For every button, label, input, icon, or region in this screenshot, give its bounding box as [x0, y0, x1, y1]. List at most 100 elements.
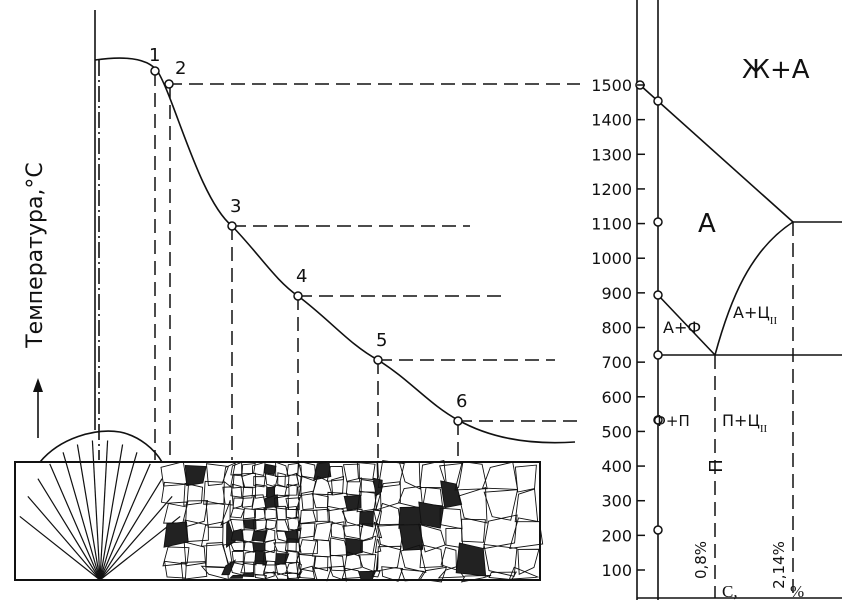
phase-diagram: Ж+А А А+Ф А+ЦII Ф+П П+ЦII П 0,8% 2,14% [635, 0, 842, 600]
grain [230, 507, 245, 519]
grain [509, 517, 544, 549]
grain [376, 460, 379, 481]
region-text: А+Ц [733, 303, 770, 322]
grain [400, 544, 427, 573]
curve-point [453, 416, 463, 426]
acm-line [714, 221, 794, 356]
grain [284, 549, 298, 563]
weld-grain [91, 440, 101, 581]
weld-grain [62, 452, 101, 581]
grain [297, 539, 319, 555]
region-label: А [698, 209, 716, 239]
y-tick-label: 1400 [591, 111, 632, 130]
marker [653, 290, 663, 300]
grain [220, 499, 231, 526]
grain [263, 571, 275, 580]
y-tick-label: 1000 [591, 249, 632, 268]
weld-grain [27, 495, 101, 581]
grain [263, 560, 276, 574]
y-axis-label: Температура,°С [23, 162, 48, 349]
curve-point [150, 66, 160, 76]
grain [264, 539, 277, 554]
grain [295, 551, 301, 565]
grain [422, 487, 444, 507]
grain [287, 516, 301, 532]
curve-point [227, 221, 237, 231]
grain [312, 475, 333, 496]
carbon-mark: 2,14% [770, 541, 788, 589]
x-axis-label: С, [722, 582, 738, 600]
point-label: 5 [376, 330, 387, 351]
y-tick-label: 1500 [591, 76, 632, 95]
grain [461, 518, 486, 543]
grain [418, 501, 445, 529]
grain [482, 514, 518, 550]
weld-grain [49, 463, 101, 581]
grain [398, 524, 424, 551]
grain [241, 494, 255, 508]
weld-bead [39, 430, 163, 463]
grain [285, 505, 297, 520]
y-tick-label: 100 [601, 561, 632, 580]
grain [297, 570, 303, 580]
grain [455, 542, 487, 577]
grain [228, 574, 244, 579]
solidus-line [639, 84, 794, 223]
grain [313, 566, 332, 582]
grain [312, 508, 331, 522]
weld-grain [99, 440, 109, 581]
grain [419, 566, 448, 583]
grain [253, 476, 266, 488]
grain [460, 575, 492, 583]
grain [272, 571, 290, 580]
grain [162, 546, 190, 567]
grain [300, 490, 314, 511]
point-label: 6 [456, 391, 467, 412]
grain [251, 494, 268, 511]
subscript: II [760, 423, 768, 435]
grain [458, 486, 488, 524]
y-tick-label: 1100 [591, 215, 632, 234]
y-tick-label: 600 [601, 388, 632, 407]
grain [508, 566, 540, 580]
weld-grain [99, 478, 163, 581]
grain [295, 507, 300, 519]
grain [284, 483, 298, 496]
grain [381, 566, 404, 582]
grain [440, 480, 463, 509]
marker [653, 350, 663, 360]
region-label: Ж+А [742, 55, 810, 85]
y-tick-label: 500 [601, 422, 632, 441]
microstructure [14, 430, 544, 583]
curve-point [373, 355, 383, 365]
x-axis-unit: % [790, 582, 804, 600]
grain [374, 538, 382, 554]
grain [454, 461, 488, 491]
grain [342, 463, 360, 483]
grain [183, 482, 204, 506]
y-tick-label: 1200 [591, 180, 632, 199]
grain [483, 489, 519, 521]
guide-lines [154, 72, 580, 460]
grain [265, 519, 277, 531]
point-label: 3 [230, 196, 241, 217]
curve-point [293, 291, 303, 301]
grain [184, 465, 207, 487]
grain [284, 538, 297, 553]
grain [263, 507, 277, 520]
grain [295, 497, 301, 511]
grain [376, 545, 402, 572]
grain [298, 539, 302, 554]
grain [341, 508, 364, 528]
weld-grain [76, 444, 101, 581]
grain [273, 542, 289, 554]
grain [200, 565, 229, 581]
y-tick-label: 700 [601, 353, 632, 372]
curve-point [164, 79, 174, 89]
carbon-mark: 0,8% [692, 541, 710, 579]
cooling-curve [94, 57, 576, 444]
y-tick-label: 400 [601, 457, 632, 476]
region-text: П+Ц [722, 411, 760, 430]
grain [203, 480, 225, 505]
y-tick-label: 1300 [591, 145, 632, 164]
